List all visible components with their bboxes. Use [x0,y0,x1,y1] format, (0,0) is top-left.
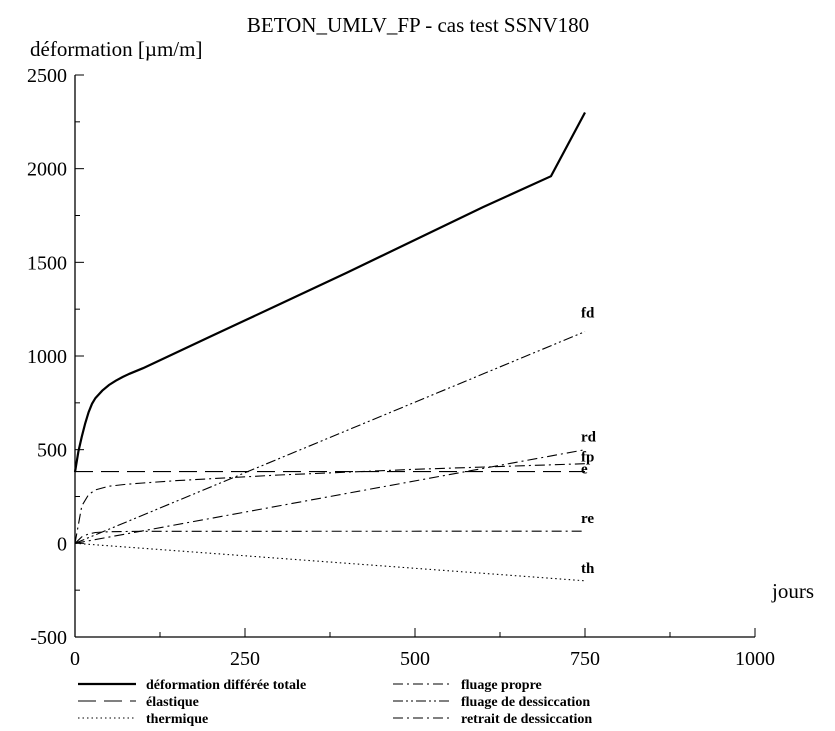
y-axis-label: déformation [µm/m] [30,37,202,61]
series-line-re [74,530,586,544]
x-tick-label: 500 [400,648,430,670]
series-line-th [74,542,586,582]
series-line-total [73,111,586,473]
series-end-label-e: e [581,462,588,478]
x-tick-label: 0 [70,648,80,670]
series-end-label-re: re [581,511,594,527]
y-tick-label: 500 [37,440,67,462]
series-line-fp [74,463,586,544]
series-line-rd [74,449,586,544]
y-tick-label: -500 [30,627,67,649]
legend-label: déformation différée totale [146,678,306,693]
series-line-fd [74,331,586,544]
plot-frame [74,75,755,638]
legend-label: élastique [146,695,199,710]
legend-label: thermique [146,712,208,727]
y-tick-label: 1500 [27,252,67,274]
legend-label: retrait de dessiccation [461,712,592,727]
legend-label: fluage propre [461,678,542,693]
y-tick-label: 2000 [27,159,67,181]
x-tick-label: 250 [230,648,260,670]
series-end-label-th: th [581,561,595,577]
x-axis-label: jours [771,579,814,603]
series-end-label-fp: fp [581,450,594,466]
y-tick-label: 2500 [27,65,67,87]
x-tick-label: 750 [570,648,600,670]
series-end-label-rd: rd [581,430,597,446]
y-tick-label: 1000 [27,346,67,368]
y-tick-label: 0 [57,533,67,555]
legend: déformation différée totale élastique ther… [78,678,592,727]
x-tick-label: 1000 [735,648,775,670]
chart-title: BETON_UMLV_FP - cas test SSNV180 [247,13,589,37]
legend-label: fluage de dessiccation [461,695,590,710]
series-group: fd rd fpe re th [73,111,597,582]
series-end-label-fd: fd [581,306,595,322]
